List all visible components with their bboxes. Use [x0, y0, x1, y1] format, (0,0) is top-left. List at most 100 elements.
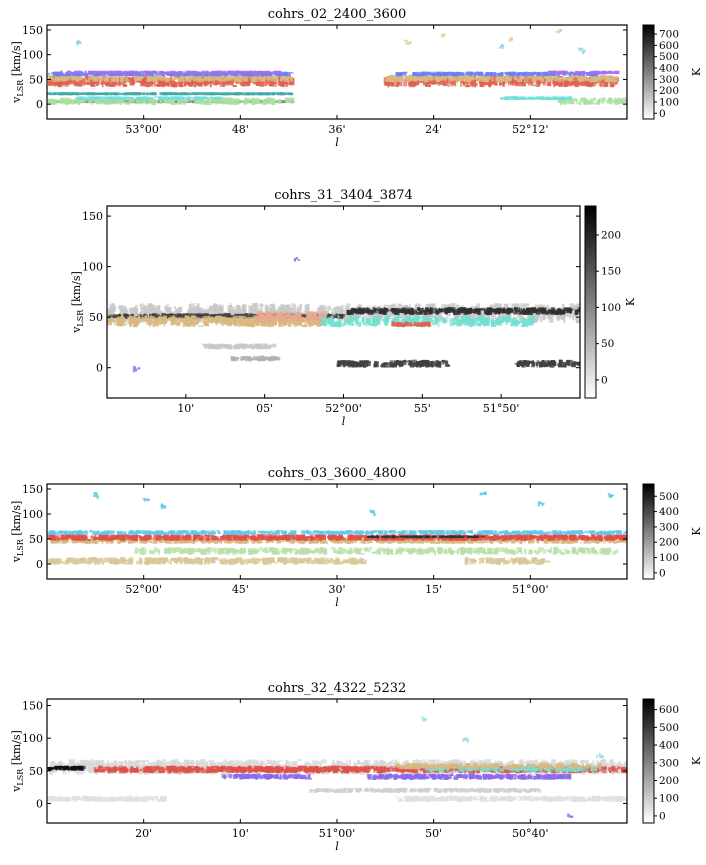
- emission-block: [59, 99, 62, 103]
- y-tick-label: 150: [22, 24, 43, 37]
- colorbar-tick-label: 200: [659, 85, 679, 97]
- emission-block: [203, 314, 207, 317]
- emission-block: [198, 325, 203, 327]
- emission-block: [507, 310, 510, 312]
- emission-block: [204, 316, 207, 323]
- emission-block: [534, 72, 538, 74]
- emission-block: [334, 315, 338, 319]
- panel-1: cohrs_02_2400_360005010015053°00'48'36'2…: [10, 7, 703, 149]
- colorbar-tick-label: 500: [659, 51, 679, 63]
- speckle: [76, 41, 78, 44]
- emission-block: [194, 84, 197, 87]
- emission-block: [138, 72, 141, 74]
- emission-block: [239, 71, 243, 73]
- emission-block: [219, 76, 221, 79]
- emission-block: [66, 99, 71, 102]
- emission-band: [47, 92, 293, 95]
- emission-block: [244, 79, 247, 82]
- emission-block: [65, 93, 69, 95]
- emission-block: [394, 312, 398, 314]
- emission-block: [154, 92, 156, 95]
- emission-block: [586, 77, 589, 81]
- emission-block: [539, 308, 541, 312]
- emission-block: [109, 97, 111, 100]
- emission-block: [77, 101, 80, 105]
- emission-block: [519, 97, 523, 100]
- emission-block: [174, 96, 178, 98]
- emission-block: [575, 79, 577, 81]
- emission-block: [155, 100, 157, 103]
- emission-block: [524, 322, 527, 324]
- emission-block: [239, 100, 243, 103]
- emission-block: [219, 309, 223, 313]
- emission-block: [137, 320, 140, 325]
- x-tick-label: 52°12': [512, 123, 549, 136]
- emission-block: [454, 317, 456, 323]
- emission-block: [544, 76, 548, 80]
- emission-block: [192, 71, 194, 74]
- emission-block: [530, 311, 533, 315]
- emission-block: [397, 76, 400, 81]
- emission-block: [220, 82, 224, 87]
- y-axis-label-subscript: LSR: [16, 79, 25, 97]
- emission-block: [233, 318, 238, 326]
- emission-block: [549, 318, 553, 323]
- emission-block: [622, 100, 627, 102]
- emission-block: [180, 99, 184, 105]
- emission-block: [121, 98, 125, 100]
- emission-block: [590, 99, 594, 105]
- plot-area: [107, 257, 585, 372]
- emission-block: [218, 316, 222, 321]
- emission-block: [152, 316, 155, 319]
- emission-block: [314, 319, 317, 321]
- emission-block: [481, 308, 485, 310]
- emission-block: [572, 310, 574, 320]
- emission-block: [198, 72, 201, 74]
- emission-block: [522, 72, 526, 76]
- emission-block: [577, 77, 579, 79]
- emission-block: [160, 319, 163, 324]
- colorbar-tick-label: 100: [659, 97, 679, 109]
- emission-block: [77, 71, 80, 74]
- emission-block: [280, 312, 283, 314]
- y-tick-label: 0: [36, 98, 43, 111]
- emission-block: [174, 93, 179, 95]
- emission-block: [264, 71, 268, 73]
- emission-block: [565, 71, 568, 74]
- emission-block: [139, 74, 142, 76]
- emission-block: [299, 317, 304, 322]
- emission-block: [179, 93, 182, 95]
- emission-block: [536, 85, 539, 87]
- colorbar-tick-label: 700: [659, 29, 679, 41]
- emission-block: [575, 84, 580, 87]
- emission-block: [519, 72, 522, 74]
- emission-block: [249, 79, 251, 85]
- emission-block: [567, 97, 569, 99]
- emission-block: [571, 101, 574, 104]
- emission-block: [144, 316, 146, 323]
- emission-block: [201, 92, 206, 95]
- emission-block: [486, 72, 489, 76]
- emission-block: [105, 97, 109, 100]
- emission-block: [178, 77, 180, 82]
- emission-block: [142, 100, 144, 105]
- emission-block: [166, 304, 170, 306]
- emission-block: [451, 77, 454, 81]
- emission-block: [131, 92, 135, 94]
- speckle: [404, 40, 407, 42]
- emission-block: [176, 322, 178, 326]
- x-tick-label: 48': [232, 123, 249, 136]
- emission-block: [199, 101, 202, 103]
- emission-block: [371, 316, 373, 318]
- emission-block: [245, 98, 248, 103]
- emission-block: [377, 307, 379, 311]
- emission-block: [358, 322, 361, 327]
- emission-block: [217, 100, 220, 103]
- emission-block: [245, 93, 248, 96]
- emission-block: [440, 74, 443, 76]
- emission-block: [144, 305, 148, 315]
- colorbar-tick-label: 0: [659, 108, 666, 120]
- emission-block: [214, 83, 216, 86]
- emission-block: [199, 74, 203, 76]
